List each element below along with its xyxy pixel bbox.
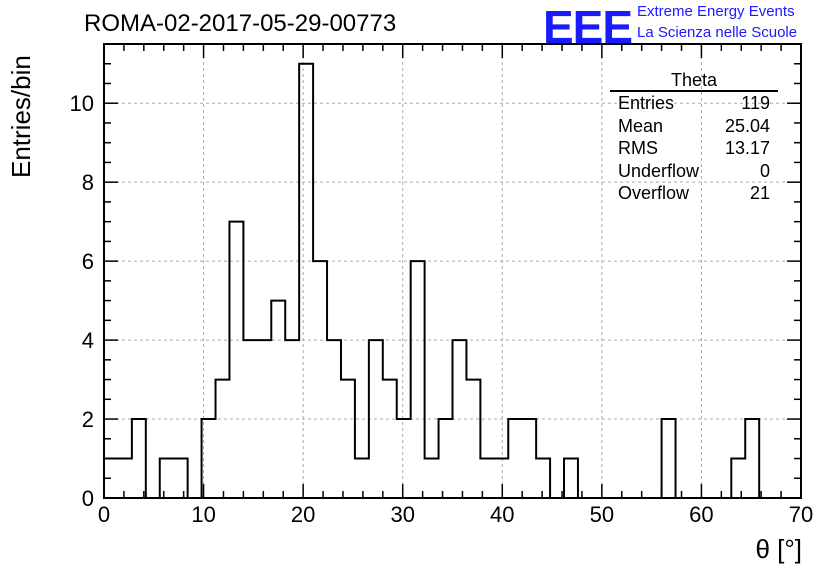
stats-label: Mean — [618, 115, 664, 136]
x-tick-label: 30 — [390, 502, 414, 527]
run-title: ROMA-02-2017-05-29-00773 — [84, 10, 397, 37]
y-tick-label: 4 — [82, 328, 94, 353]
plot-frame — [103, 43, 802, 499]
eee-logo: EEE — [543, 1, 633, 53]
logo-line-1: Extreme Energy Events — [637, 3, 795, 20]
y-axis-label: Entries/bin — [6, 55, 36, 178]
y-tick-label: 8 — [82, 170, 94, 195]
stats-label: Entries — [618, 93, 675, 113]
x-tick-label: 50 — [590, 502, 614, 527]
stats-value: 0 — [759, 160, 770, 181]
stats-row-entries: Entries 119 — [610, 92, 778, 115]
y-tick-label: 2 — [82, 407, 94, 432]
stats-box: Theta Entries 119 Mean 25.04 RMS 13.17 U… — [610, 70, 778, 205]
stats-value: 21 — [749, 183, 770, 203]
stats-label: Underflow — [618, 160, 700, 181]
stats-row-mean: Mean 25.04 — [610, 115, 778, 138]
axis-tick-labels: 0 10 20 30 40 50 60 70 0 2 4 6 8 10 — [70, 91, 814, 527]
stats-label: RMS — [618, 138, 658, 158]
logo-line-2: La Scienza nelle Scuole — [637, 24, 798, 41]
x-tick-label: 10 — [191, 502, 215, 527]
x-tick-label: 70 — [789, 502, 813, 527]
stats-value: 25.04 — [724, 115, 770, 136]
stats-row-rms: RMS 13.17 — [610, 137, 778, 160]
stats-label: Overflow — [618, 183, 690, 203]
x-tick-label: 20 — [291, 502, 315, 527]
stats-title: Theta — [610, 70, 778, 92]
x-tick-label: 60 — [689, 502, 713, 527]
x-axis-label: θ [°] — [755, 534, 802, 564]
stats-row-overflow: Overflow 21 — [610, 182, 778, 205]
x-tick-label: 40 — [490, 502, 514, 527]
axis-ticks — [103, 43, 802, 499]
x-tick-label: 0 — [98, 502, 110, 527]
y-tick-label: 0 — [82, 486, 94, 511]
y-tick-label: 6 — [82, 249, 94, 274]
stats-value: 13.17 — [724, 138, 770, 158]
stats-row-underflow: Underflow 0 — [610, 160, 778, 183]
stats-value: 119 — [741, 93, 770, 113]
y-tick-label: 10 — [70, 91, 94, 116]
